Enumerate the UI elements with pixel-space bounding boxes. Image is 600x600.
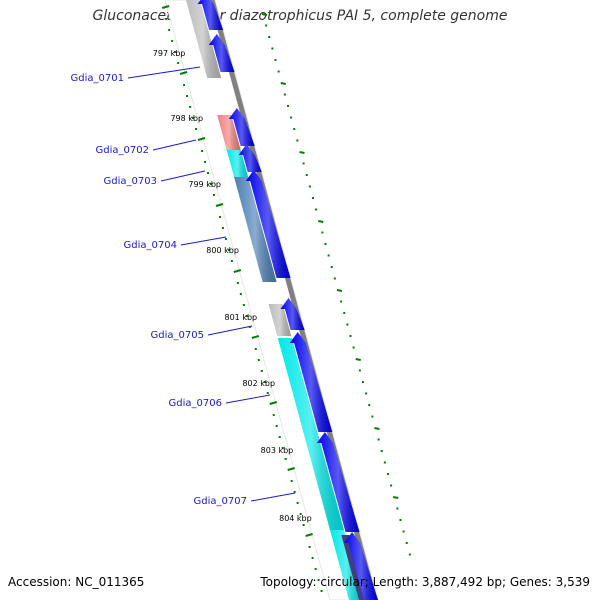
- cds-arrow-shade: [280, 298, 305, 330]
- genome-summary-text: Topology: circular; Length: 3,887,492 bp…: [260, 575, 590, 589]
- gene-bar-shade: [217, 115, 241, 150]
- gene-label-leader: [207, 325, 253, 336]
- tick-dot: [280, 82, 286, 85]
- gene-label[interactable]: Gdia_0702: [96, 145, 149, 156]
- gene-bar-shade: [185, 0, 222, 78]
- cds-arrow-shade: [344, 532, 378, 600]
- gene-label-leader: [152, 139, 197, 151]
- tick-dot: [269, 401, 278, 405]
- tick-dot: [215, 203, 224, 207]
- gene-label-leader: [250, 492, 296, 502]
- cds-arrow-shade: [238, 144, 262, 172]
- tick-dot: [318, 220, 324, 223]
- gene-label[interactable]: Gdia_0704: [124, 240, 177, 251]
- tick-dot: [336, 289, 343, 292]
- gene-label-leader: [127, 66, 201, 79]
- tick-dot: [287, 467, 295, 471]
- tick-dot: [233, 269, 242, 273]
- kbp-label: 803 kbp: [261, 446, 294, 455]
- gene-label[interactable]: Gdia_0701: [71, 73, 124, 84]
- tick-dot: [161, 5, 170, 9]
- kbp-labels: 797 kbp 798 kbp 799 kbp 800 kbp 801 kbp 802 k…: [153, 49, 312, 523]
- gene-label-leader: [160, 170, 206, 182]
- gene-label[interactable]: Gdia_0706: [169, 398, 222, 409]
- tick-dot: [305, 533, 313, 537]
- accession-text: Accession: NC_011365: [8, 575, 145, 589]
- gene-labels: Gdia_0701 Gdia_0702 Gdia_0703 Gdia_0704 Gdia…: [71, 66, 296, 507]
- tick-dot: [393, 496, 399, 499]
- gene-bars: [185, 0, 367, 600]
- kbp-label: 799 kbp: [188, 180, 221, 189]
- cds-arrows: [197, 0, 378, 600]
- tick-dot: [261, 13, 268, 16]
- cds-arrow-shade: [208, 34, 235, 72]
- tick-dots-right: [261, 13, 411, 556]
- gene-label[interactable]: Gdia_0705: [151, 330, 204, 341]
- tick-dot: [197, 137, 206, 141]
- cds-arrow-shade: [228, 108, 255, 146]
- gene-label[interactable]: Gdia_0707: [194, 496, 247, 507]
- gene-bar-shade: [234, 177, 277, 282]
- cds-arrow-shade: [289, 332, 333, 432]
- gene-label-leader: [225, 394, 271, 404]
- kbp-label: 804 kbp: [279, 514, 312, 523]
- kbp-label: 798 kbp: [170, 114, 203, 123]
- cds-arrow-shade: [197, 0, 224, 30]
- gene-label[interactable]: Gdia_0703: [104, 176, 157, 187]
- tick-dot: [179, 71, 188, 75]
- cds-arrow-shade: [245, 170, 291, 278]
- gene-bar-shade: [277, 338, 344, 530]
- gene-bar-shade: [268, 304, 292, 336]
- tick-dot: [355, 358, 361, 361]
- tick-dot: [374, 427, 380, 430]
- gene-label-leader: [180, 236, 227, 246]
- cds-arrow-shade: [316, 432, 360, 532]
- tick-dots-left: [161, 5, 323, 592]
- kbp-label: 802 kbp: [242, 379, 275, 388]
- kbp-label: 800 kbp: [206, 246, 239, 255]
- tick-dot: [251, 335, 260, 339]
- kbp-label: 801 kbp: [225, 313, 258, 322]
- kbp-label: 797 kbp: [153, 49, 186, 58]
- gene-bar-shade: [226, 150, 249, 177]
- tick-dot: [299, 151, 305, 154]
